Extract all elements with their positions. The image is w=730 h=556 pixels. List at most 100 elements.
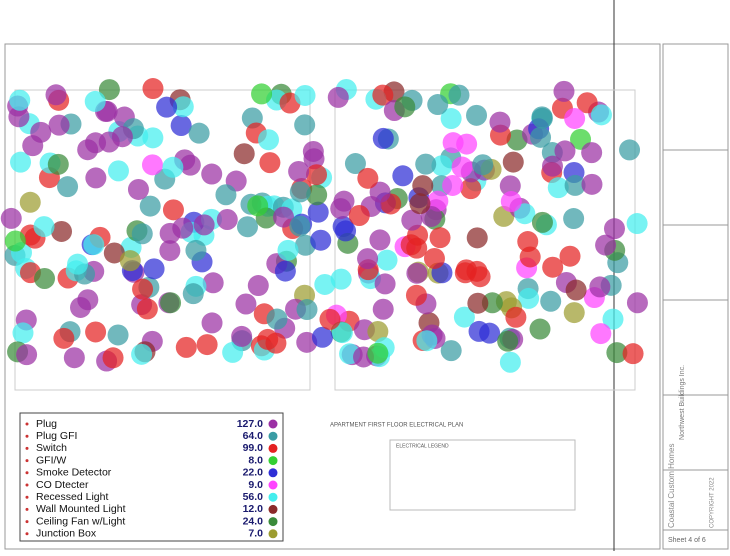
legend-swatch (268, 468, 278, 478)
marker (442, 174, 464, 196)
legend-swatch (268, 517, 278, 527)
marker (372, 298, 394, 320)
marker (266, 308, 288, 330)
marker (33, 216, 55, 238)
marker (222, 341, 244, 363)
marker (107, 324, 129, 346)
marker (274, 260, 296, 282)
marker (251, 83, 273, 105)
marker (455, 259, 477, 281)
marker (258, 129, 280, 151)
marker (540, 290, 562, 312)
legend-bullet (25, 520, 29, 524)
legend-swatch (268, 431, 278, 441)
marker (554, 140, 576, 162)
marker (303, 148, 325, 170)
legend-label: Smoke Detector (36, 467, 112, 479)
marker (306, 184, 328, 206)
marker (500, 191, 522, 213)
legend-swatch (268, 529, 278, 539)
marker (602, 308, 624, 330)
marker (257, 328, 279, 350)
marker (294, 114, 316, 136)
marker (311, 326, 333, 348)
marker (448, 84, 470, 106)
marker (529, 318, 551, 340)
marker (590, 104, 612, 126)
marker (542, 155, 564, 177)
legend-box (19, 412, 284, 542)
marker (330, 268, 352, 290)
marker (34, 267, 56, 289)
marker (357, 167, 379, 189)
legend-bullet (25, 422, 29, 426)
marker (236, 216, 258, 238)
marker (63, 347, 85, 369)
legend-title: ELECTRICAL LEGEND (396, 443, 449, 449)
legend-count: 22.0 (243, 467, 264, 479)
legend-count: 8.0 (248, 454, 263, 466)
marker (547, 177, 569, 199)
legend-bullet (25, 434, 29, 438)
marker (319, 308, 341, 330)
marker (497, 330, 519, 352)
marker (456, 133, 478, 155)
marker (156, 96, 178, 118)
marker (185, 239, 207, 261)
marker (131, 343, 153, 365)
marker (564, 107, 586, 129)
marker (622, 343, 644, 365)
marker (53, 327, 75, 349)
marker (273, 206, 295, 228)
marker (518, 287, 540, 309)
marker (111, 126, 133, 148)
marker (595, 234, 617, 256)
marker (196, 334, 218, 356)
marker (466, 227, 488, 249)
legend-swatch (268, 480, 278, 490)
legend-bullet (25, 507, 29, 511)
legend-count: 127.0 (237, 418, 263, 430)
marker (10, 151, 32, 173)
legend-label: Junction Box (36, 528, 97, 540)
marker (460, 178, 482, 200)
marker (235, 293, 257, 315)
marker (193, 214, 215, 236)
sheet-number: Sheet 4 of 6 (668, 537, 706, 544)
marker (84, 90, 106, 112)
marker (162, 156, 184, 178)
marker (9, 89, 31, 111)
marker (98, 79, 120, 101)
marker (530, 126, 552, 148)
marker (231, 325, 253, 347)
marker (564, 174, 586, 196)
marker (131, 223, 153, 245)
marker (143, 258, 165, 280)
marker (160, 292, 182, 314)
legend-count: 64.0 (243, 430, 264, 442)
marker (468, 320, 490, 342)
legend-swatch (268, 492, 278, 502)
marker (141, 154, 163, 176)
marker (306, 164, 328, 186)
marker (83, 234, 105, 256)
legend-count: 99.0 (243, 442, 264, 454)
marker (127, 178, 149, 200)
marker (376, 249, 398, 271)
marker (453, 306, 475, 328)
marker (369, 181, 391, 203)
marker (423, 247, 445, 269)
marker (514, 203, 536, 225)
marker (259, 152, 281, 174)
marker (372, 127, 394, 149)
legend-bullet (25, 532, 29, 536)
legend-label: Plug GFI (36, 430, 77, 442)
marker (374, 273, 396, 295)
marker (542, 256, 564, 278)
legend-label: Plug (36, 418, 57, 430)
marker (367, 321, 389, 343)
legend-label: GFI/W (36, 454, 66, 466)
marker (202, 272, 224, 294)
marker (4, 230, 26, 252)
